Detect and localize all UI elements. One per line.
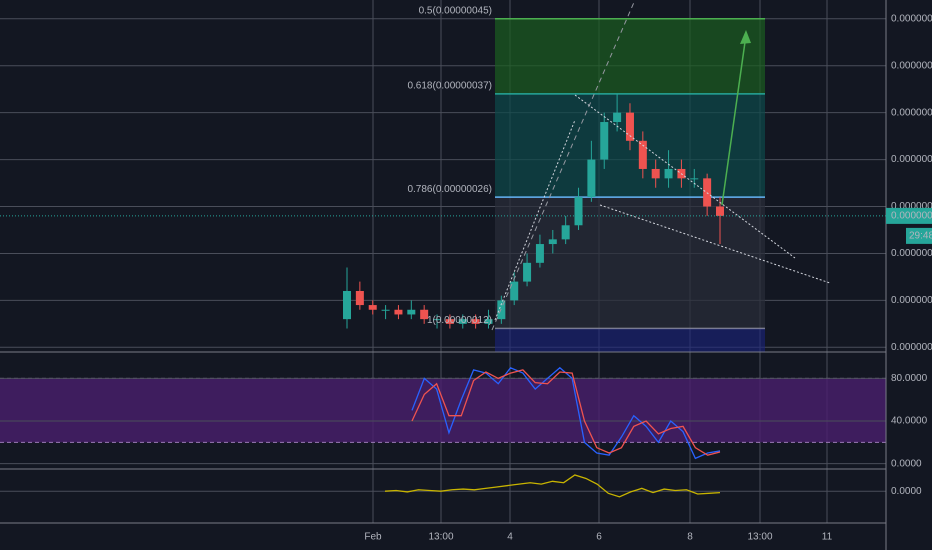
wedge-upper [574, 94, 796, 259]
candle-body [625, 112, 634, 141]
x-tick-label: 6 [596, 532, 602, 543]
candle-body [600, 122, 609, 160]
indicator-line [384, 474, 721, 498]
fib-zone [495, 197, 765, 329]
candle-body [355, 290, 364, 306]
fib-label: 1(0.00000012) [427, 315, 492, 326]
candle-body [690, 178, 699, 180]
candle-body [523, 262, 532, 282]
candle-body [548, 239, 557, 245]
candle-body [343, 290, 351, 320]
indicator-line [411, 369, 721, 456]
y-tick-label: 40.0000 [891, 416, 928, 427]
marks-layer [343, 93, 724, 498]
candle-body [638, 140, 647, 169]
y-tick-label: 0.00000030 [891, 154, 932, 165]
candle-body [484, 319, 493, 324]
y-tick-label: 0.00000045 [891, 13, 932, 24]
candle-body [433, 319, 442, 321]
candle-body [587, 159, 596, 198]
candle-body [381, 309, 390, 311]
candle-body [368, 305, 377, 310]
projection-arrow [721, 34, 747, 206]
candle-body [574, 197, 583, 226]
x-tick-label: 4 [507, 532, 513, 543]
countdown-box [906, 227, 932, 244]
candle-body [561, 225, 570, 240]
arrow-head [740, 30, 751, 44]
fib-zone [495, 18, 765, 94]
candle-body [613, 112, 622, 123]
y-tick-label: 0.0000 [891, 486, 922, 497]
candle-body [497, 300, 506, 320]
y-tick-label: 0.00000025 [891, 201, 932, 212]
fib-label: 0.786(0.00000026) [407, 184, 492, 195]
fib-zone [495, 328, 765, 352]
y-tick-label: 0.00000035 [891, 107, 932, 118]
fib-label: 0.5(0.00000045) [419, 5, 492, 16]
candle-body [420, 309, 429, 320]
y-tick-label: 0.00000020 [891, 248, 932, 259]
candle-body [535, 244, 544, 263]
candle-body [471, 319, 480, 324]
candle-body [394, 309, 403, 315]
candle-body [664, 168, 673, 179]
candle-body [445, 319, 454, 324]
last-price-box [886, 207, 932, 224]
wedge-lower [599, 204, 831, 284]
x-tick-label: 8 [687, 532, 693, 543]
y-tick-label: 80.0000 [891, 373, 928, 384]
countdown: 29:48 [909, 231, 932, 242]
candle-body [651, 168, 660, 179]
y-tick-label: 0.00000015 [891, 295, 932, 306]
last-price-label: 0.00000024 [891, 211, 932, 222]
candle-body [716, 206, 724, 216]
y-tick-label: 0.00000040 [891, 60, 932, 71]
y-tick-label: 0.00000010 [891, 342, 932, 353]
x-tick-label: 11 [822, 532, 833, 543]
candle-body [510, 281, 519, 301]
fib-label: 0.618(0.00000037) [407, 81, 492, 92]
x-tick-label: Feb [364, 532, 382, 543]
y-tick-label: 0.0000 [891, 458, 922, 469]
candle-body [407, 309, 416, 315]
x-tick-label: 13:00 [428, 532, 453, 543]
x-tick-label: 13:00 [747, 532, 772, 543]
candle-body [458, 319, 467, 324]
trend-dashed [491, 0, 636, 331]
